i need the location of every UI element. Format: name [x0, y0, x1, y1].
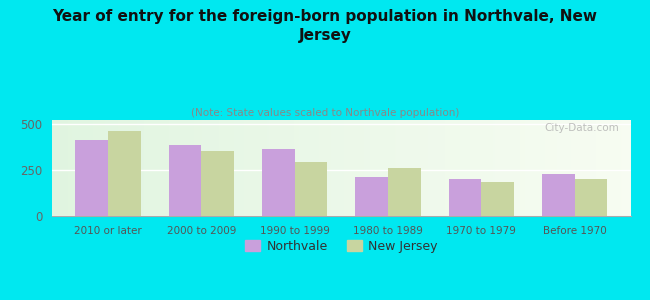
Bar — [294, 162, 327, 216]
Bar — [108, 131, 140, 216]
Text: (Note: State values scaled to Northvale population): (Note: State values scaled to Northvale … — [191, 108, 459, 118]
Text: City-Data.com: City-Data.com — [544, 123, 619, 133]
Text: Year of entry for the foreign-born population in Northvale, New
Jersey: Year of entry for the foreign-born popul… — [53, 9, 597, 43]
Bar — [75, 140, 108, 216]
Bar — [575, 179, 607, 216]
Bar — [356, 177, 388, 216]
Bar — [388, 168, 421, 216]
Bar — [202, 151, 234, 216]
Legend: Northvale, New Jersey: Northvale, New Jersey — [245, 240, 437, 253]
Bar — [168, 146, 202, 216]
Bar — [542, 174, 575, 216]
Bar — [481, 182, 514, 216]
Bar — [448, 179, 481, 216]
Bar — [262, 148, 294, 216]
